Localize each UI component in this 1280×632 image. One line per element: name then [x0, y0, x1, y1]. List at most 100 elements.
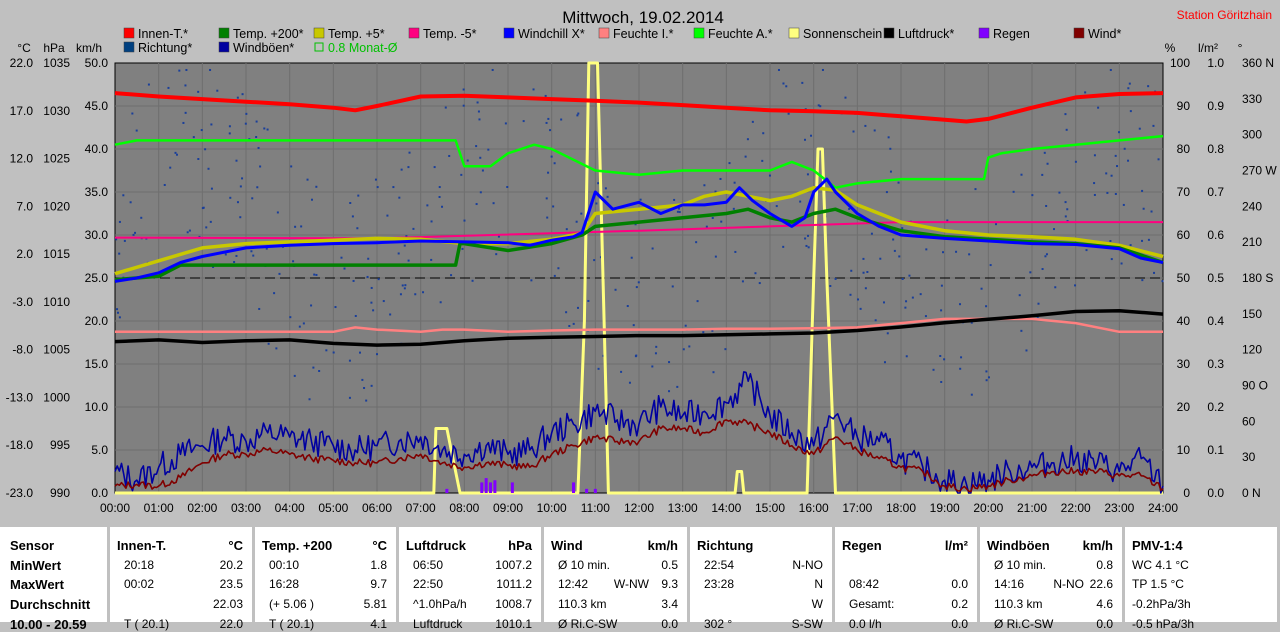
- pressure-tick-label: 995: [50, 438, 70, 452]
- rain-tick-label: 0.2: [1207, 400, 1224, 414]
- stats-column-windb-en: Windböen km/h Ø 10 min. 0.8 14:16 N-NO 22.6 110…: [980, 527, 1125, 631]
- pressure-tick-label: 1010: [43, 295, 70, 309]
- legend-item-wind: Wind*: [1073, 27, 1121, 41]
- temp-tick-label: -8.0: [12, 343, 33, 357]
- direction-point: [719, 177, 722, 180]
- direction-point: [987, 376, 990, 379]
- direction-tick-label: 180 S: [1242, 271, 1273, 285]
- legend-item-regen: Regen: [978, 27, 1030, 41]
- cell-value: 1011.2: [496, 577, 532, 591]
- legend-label: Feuchte I.*: [613, 27, 674, 41]
- direction-point: [604, 187, 607, 190]
- wind-tick-label: 0.0: [91, 486, 108, 500]
- cell-label: 23:28: [704, 577, 735, 591]
- direction-point: [252, 254, 255, 257]
- direction-point: [1114, 154, 1117, 157]
- cell-value: TP 1.5 °C: [1132, 577, 1184, 591]
- series-line-feuchte-a: [114, 134, 1164, 189]
- direction-point: [1127, 87, 1130, 90]
- direction-point: [547, 117, 550, 120]
- direction-point: [1141, 239, 1144, 242]
- x-tick-label: 05:00: [318, 501, 348, 515]
- direction-point: [864, 124, 867, 127]
- axis-labels: °C hPa km/h% l/m² °: [17, 41, 1242, 55]
- direction-point: [377, 278, 380, 281]
- wind-tick-label: 35.0: [85, 185, 109, 199]
- direction-point: [549, 129, 552, 132]
- direction-point: [491, 68, 494, 71]
- direction-point: [677, 207, 680, 210]
- direction-point: [595, 202, 598, 205]
- legend-label: Regen: [993, 27, 1030, 41]
- direction-point: [478, 118, 481, 121]
- direction-point: [787, 112, 790, 115]
- direction-point: [893, 249, 896, 252]
- direction-point: [392, 186, 395, 189]
- column-header: Regen: [842, 538, 882, 553]
- stats-column-regen: Regen l/m² 08:42 0.0 Gesamt: 0.2 0.0 l/h 0.0: [835, 527, 980, 631]
- cell-value: 0.2: [951, 597, 968, 611]
- direction-point: [762, 132, 765, 135]
- direction-point: [397, 252, 400, 255]
- direction-point: [995, 223, 998, 226]
- direction-point: [365, 399, 368, 402]
- legend-item-innen-t: Innen-T.*: [123, 27, 188, 41]
- weather-chart: Mittwoch, 19.02.2014 Station Göritzhain …: [6, 8, 1278, 515]
- direction-point: [504, 122, 507, 125]
- direction-point: [1118, 131, 1121, 134]
- direction-point: [777, 68, 780, 71]
- direction-point: [471, 279, 474, 282]
- direction-point: [131, 112, 134, 115]
- direction-point: [1043, 151, 1046, 154]
- direction-point: [673, 198, 676, 201]
- column-header: Luftdruck: [406, 538, 466, 553]
- direction-point: [251, 197, 254, 200]
- direction-point: [343, 267, 346, 270]
- legend-swatch: [978, 27, 990, 39]
- direction-point: [1129, 110, 1132, 113]
- direction-point: [911, 296, 914, 299]
- rain-tick-label: 0.6: [1207, 228, 1224, 242]
- direction-point: [398, 196, 401, 199]
- pressure-tick-label: 1030: [43, 104, 70, 118]
- direction-point: [1066, 208, 1069, 211]
- direction-point: [889, 170, 892, 173]
- direction-point: [1045, 204, 1048, 207]
- direction-point: [668, 390, 671, 393]
- cell-value: 0.0: [951, 577, 968, 591]
- direction-point: [714, 255, 717, 258]
- legend-swatch: [1073, 27, 1085, 39]
- column-unit: km/h: [647, 538, 678, 553]
- direction-point: [732, 207, 735, 210]
- cell-label: 110.3 km: [994, 597, 1043, 611]
- direction-point: [768, 174, 771, 177]
- column-unit: °C: [372, 538, 387, 553]
- direction-point: [751, 120, 754, 123]
- direction-point: [298, 325, 301, 328]
- direction-point: [182, 121, 185, 124]
- direction-point: [870, 232, 873, 235]
- direction-point: [382, 300, 385, 303]
- direction-point: [245, 112, 248, 115]
- direction-point: [989, 264, 992, 267]
- pressure-tick-label: 1020: [43, 199, 70, 213]
- direction-point: [974, 188, 977, 191]
- rain-bar: [484, 478, 488, 493]
- x-tick-label: 17:00: [842, 501, 872, 515]
- cell-value: 0.0: [1096, 617, 1113, 631]
- direction-point: [405, 235, 408, 238]
- cell-label: Luftdruck: [413, 617, 463, 631]
- direction-point: [733, 181, 736, 184]
- legend-swatch: [598, 27, 610, 39]
- x-tick-label: 15:00: [755, 501, 785, 515]
- x-tick-label: 20:00: [973, 501, 1003, 515]
- direction-point: [1152, 124, 1155, 127]
- legend-label: 0.8 Monat-Ø: [328, 41, 398, 55]
- axis-label-wind: km/h: [76, 41, 102, 55]
- rain-bar: [572, 482, 575, 493]
- humidity-tick-label: 10: [1177, 443, 1191, 457]
- direction-point: [940, 380, 943, 383]
- direction-point: [724, 348, 727, 351]
- x-tick-label: 03:00: [231, 501, 261, 515]
- direction-point: [462, 88, 465, 91]
